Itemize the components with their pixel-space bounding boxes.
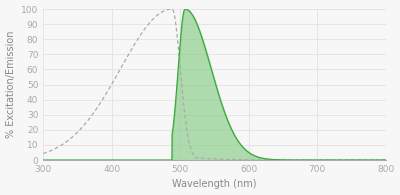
Y-axis label: % Excitation/Emission: % Excitation/Emission — [6, 31, 16, 138]
X-axis label: Wavelength (nm): Wavelength (nm) — [172, 179, 257, 190]
